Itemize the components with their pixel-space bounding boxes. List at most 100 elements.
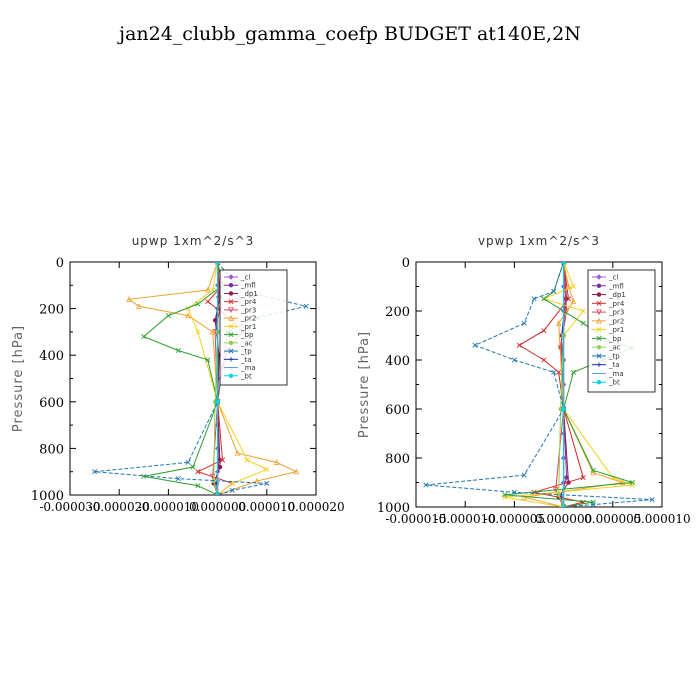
- panel-1: vpwp 1xm^2/s^3 Pressure [hPa] 0 200 400 600 80…: [357, 234, 691, 526]
- panel-0-legend-label: _mfl: [240, 282, 256, 290]
- panel-1-point-tp: [511, 489, 517, 495]
- panel-1-ytick-label: 600: [385, 403, 410, 418]
- panel-0-legend-label: _bp: [240, 331, 254, 339]
- panel-1-title: vpwp 1xm^2/s^3: [478, 234, 600, 248]
- panel-0-legend-marker: [228, 373, 234, 378]
- panel-0-ytick-label: 1000: [31, 489, 64, 504]
- panel-0-point-pr4: [195, 469, 201, 475]
- panel-1-xtick-label: -0.000010: [435, 512, 496, 526]
- panel-1-legend-label: _pr1: [608, 326, 624, 334]
- panel-0-ytick-label: 600: [39, 396, 64, 411]
- panel-0-point-pr2: [273, 459, 280, 465]
- panel-1-point-bp: [590, 467, 596, 473]
- panel-1-point-pr1: [570, 283, 576, 290]
- panel-1-point-tp: [472, 342, 478, 348]
- panel-1-point-pr4: [566, 296, 572, 302]
- panel-1-ytick-label: 0: [402, 256, 410, 271]
- panel-0-legend-marker: [228, 291, 234, 296]
- panel-0-legend-marker: [228, 323, 234, 329]
- panel-1-point-pr4: [580, 475, 586, 481]
- panel-1-point-bt: [561, 262, 566, 265]
- panel-1-legend-marker: [596, 300, 602, 306]
- panel-1-legend-label: _pr2: [608, 317, 624, 325]
- panel-0-xtick-label: 0.000020: [287, 500, 344, 514]
- panel-1-legend-label: _ta: [608, 361, 620, 369]
- panel-0-plot-area: [92, 262, 309, 495]
- chart-panels: upwp 1xm^2/s^3 Pressure [hPa] 0 200 400 600 80…: [11, 234, 691, 526]
- panel-1-point-pr2: [555, 320, 562, 326]
- panel-0-legend-label: _ma: [240, 364, 256, 372]
- panel-1-xtick-label: 0.000005: [584, 512, 641, 526]
- panel-1-point-pr2: [570, 298, 577, 304]
- panel-1-legend-label: _ma: [608, 370, 624, 378]
- panel-0-point-bt: [215, 399, 220, 404]
- panel-0-point-bp: [195, 301, 201, 307]
- panel-1-point-bt: [561, 406, 566, 412]
- panel-0-legend-marker: [228, 332, 234, 338]
- figure-title: jan24_clubb_gamma_coefp BUDGET at140E,2N: [117, 23, 581, 45]
- panel-1-series-bt: [561, 262, 566, 507]
- panel-1-legend-marker: [596, 362, 602, 367]
- panel-1-point-tp: [590, 502, 596, 507]
- panel-0-legend-label: _bt: [240, 372, 252, 380]
- panel-1-ylabel: Pressure [hPa]: [357, 331, 372, 438]
- panel-0-legend-label: _pr1: [240, 323, 256, 331]
- panel-0-legend-label: _dp1: [240, 290, 258, 298]
- panel-0-point-bp: [141, 473, 147, 479]
- panel-0-point-dp1: [212, 318, 218, 323]
- panel-1-ytick-label: 1000: [377, 501, 410, 516]
- panel-1-ytick-label: 800: [385, 452, 410, 467]
- panel-1-legend-label: _tp: [608, 352, 620, 360]
- panel-1-legend-marker: [596, 327, 602, 333]
- panel-0-point-tp: [229, 487, 235, 493]
- panel-0-point-dp1: [217, 464, 223, 470]
- panel-1-point-tp: [521, 472, 527, 478]
- panel-1-legend-marker: [596, 317, 602, 324]
- panel-0-legend-marker: [228, 315, 234, 321]
- panel-1-point-tp: [531, 296, 537, 302]
- panel-0-point-bp: [141, 334, 147, 340]
- panel-0-point-tp: [185, 459, 191, 465]
- panel-0-point-pr1: [195, 329, 201, 335]
- panel-0-ytick-label: 200: [39, 303, 64, 318]
- panel-0-xtick-label: -0.000020: [89, 500, 150, 514]
- panel-0-point-bp: [195, 483, 201, 489]
- panel-1-ytick-label: 400: [385, 354, 410, 369]
- panel-1-point-pr2: [619, 479, 626, 486]
- panel-0-ytick-label: 800: [39, 442, 64, 457]
- panel-0-point-bt: [215, 492, 220, 495]
- panel-0-point-tp: [264, 480, 270, 486]
- panel-1-legend-label: _ac: [608, 344, 621, 352]
- panel-1-point-pr2: [521, 494, 528, 500]
- panel-0-point-tp: [175, 476, 181, 482]
- panel-0-legend-marker: [228, 283, 234, 288]
- panel-1-series-line-tp: [425, 262, 653, 507]
- panel-1-point-pr1: [580, 308, 586, 314]
- panel-0-legend-label: _tp: [240, 348, 252, 356]
- panel-0-legend-label: _cl: [240, 274, 250, 282]
- panel-0-point-pr2: [234, 449, 241, 456]
- panel-0-legend: _cl_mfl_dp1_pr4_pr3_pr2_pr1_bp_ac_tp_ta_…: [219, 269, 288, 386]
- panel-0-legend-box: [219, 269, 288, 386]
- panel-1-legend-label: _dp1: [608, 291, 626, 299]
- panel-0-legend-marker: [228, 340, 234, 346]
- panel-1-point-tp: [511, 357, 517, 363]
- panel-0-point-bp: [205, 357, 211, 363]
- panel-1-point-pr4: [541, 328, 547, 334]
- panel-1-point-bp: [580, 320, 586, 326]
- panel-0-point-bp: [165, 313, 171, 319]
- panel-1-series-pr4: [516, 262, 586, 507]
- panel-0-point-pr2: [136, 303, 142, 309]
- panel-1-xtick-label: 0.000000: [535, 512, 592, 526]
- panel-1-legend-label: _bp: [608, 335, 622, 343]
- panel-0-series-line-bp: [142, 262, 224, 495]
- panel-0-xtick-label: -0.000010: [138, 500, 199, 514]
- panel-1-legend-box: [587, 269, 656, 393]
- panel-1-point-pr4: [516, 342, 522, 348]
- panel-0-legend-marker: [228, 348, 234, 354]
- panel-0-ylabel: Pressure [hPa]: [11, 325, 26, 432]
- panel-0-legend-marker: [228, 307, 234, 314]
- panel-1-point-pr4: [556, 369, 562, 375]
- panel-1-legend-marker: [596, 292, 602, 297]
- panel-0-xtick-label: -0.000030: [39, 500, 100, 514]
